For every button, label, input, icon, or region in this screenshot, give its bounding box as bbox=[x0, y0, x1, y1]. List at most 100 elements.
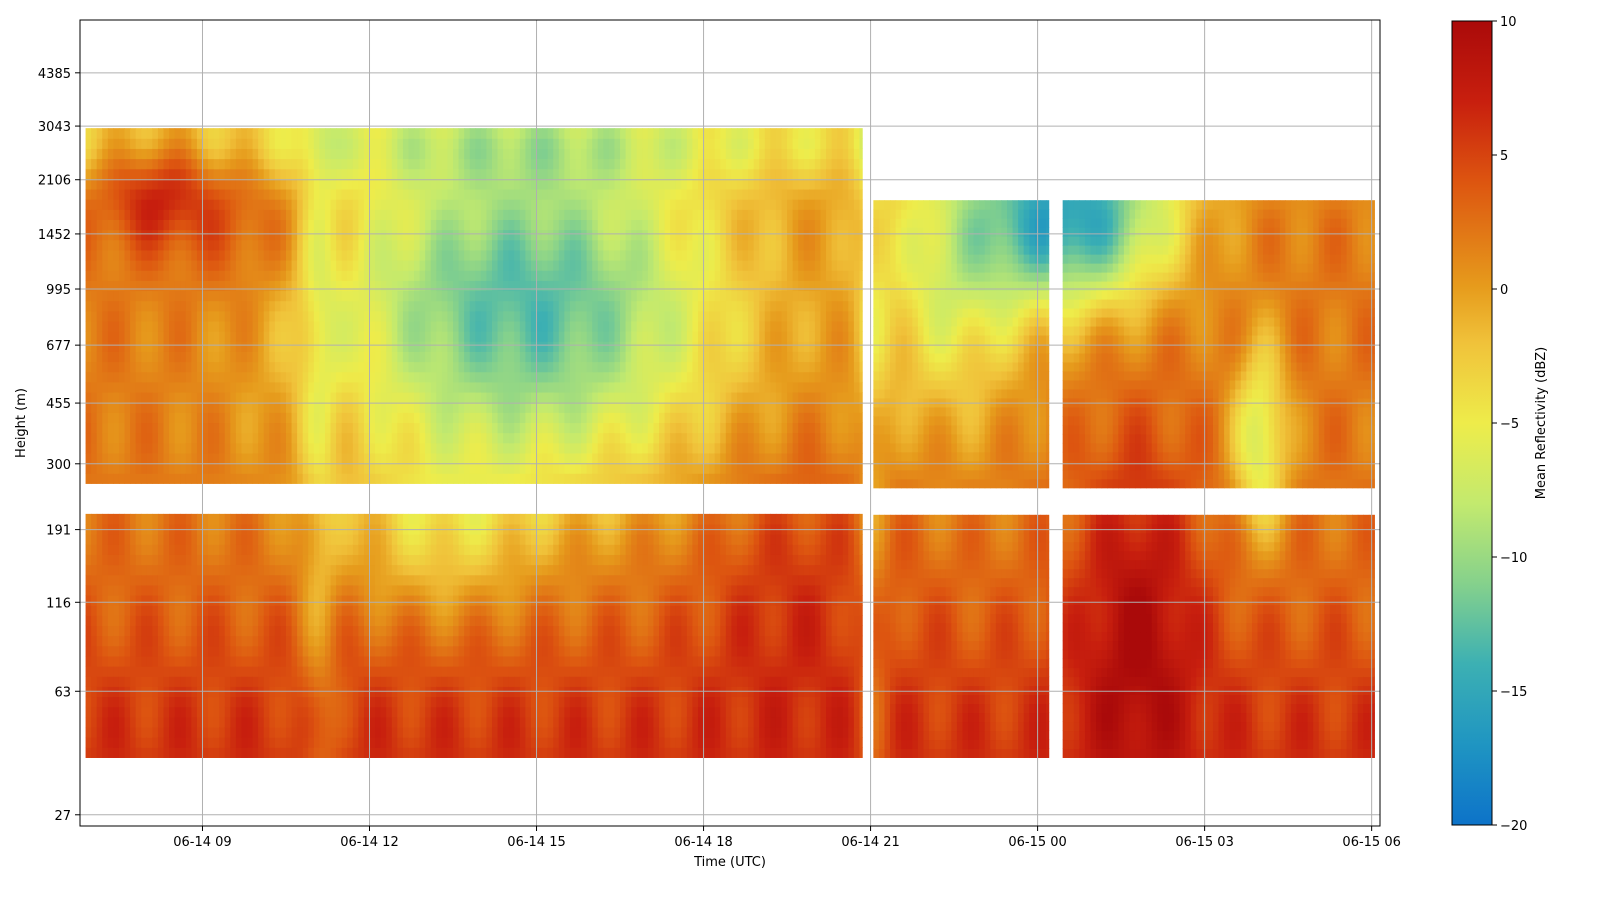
heatmap-cell bbox=[480, 666, 487, 677]
heatmap-cell bbox=[464, 290, 471, 302]
heatmap-cell bbox=[530, 189, 538, 200]
heatmap-cell bbox=[91, 300, 98, 312]
heatmap-cell bbox=[163, 158, 170, 170]
heatmap-cell bbox=[525, 615, 532, 627]
heatmap-cell bbox=[491, 706, 499, 718]
heatmap-cell bbox=[196, 605, 203, 616]
heatmap-cell bbox=[313, 321, 320, 332]
heatmap-cell bbox=[386, 229, 393, 241]
heatmap-cell bbox=[458, 209, 465, 220]
heatmap-cell bbox=[553, 655, 560, 667]
heatmap-cell bbox=[174, 300, 181, 312]
heatmap-cell bbox=[235, 655, 242, 667]
heatmap-cell bbox=[107, 209, 114, 220]
heatmap-cell bbox=[313, 635, 320, 647]
heatmap-cell bbox=[135, 381, 142, 393]
heatmap-cell bbox=[453, 574, 460, 586]
heatmap-cell bbox=[107, 392, 114, 403]
heatmap-cell bbox=[241, 402, 248, 413]
heatmap-cell bbox=[386, 473, 393, 484]
heatmap-cell bbox=[185, 513, 192, 525]
heatmap-cell bbox=[458, 128, 465, 139]
heatmap-cell bbox=[118, 422, 126, 434]
heatmap-cell bbox=[375, 564, 382, 576]
heatmap-cell bbox=[241, 696, 248, 708]
heatmap-cell bbox=[503, 706, 510, 718]
heatmap-cell bbox=[247, 290, 254, 302]
heatmap-cell bbox=[425, 270, 432, 281]
heatmap-cell bbox=[91, 513, 98, 525]
heatmap-cell bbox=[503, 645, 510, 657]
heatmap-cell bbox=[202, 260, 209, 271]
heatmap-cell bbox=[497, 178, 504, 190]
heatmap-cell bbox=[514, 402, 521, 413]
heatmap-cell bbox=[375, 463, 382, 474]
heatmap-cell bbox=[347, 270, 354, 281]
heatmap-cell bbox=[263, 544, 270, 555]
heatmap-cell bbox=[196, 310, 203, 322]
heatmap-cell bbox=[391, 473, 398, 484]
heatmap-cell bbox=[458, 452, 465, 464]
heatmap-cell bbox=[118, 148, 126, 160]
heatmap-cell bbox=[258, 199, 265, 210]
heatmap-cell bbox=[447, 331, 454, 342]
heatmap-cell bbox=[536, 239, 543, 251]
heatmap-cell bbox=[85, 189, 92, 200]
heatmap-cell bbox=[130, 574, 137, 586]
heatmap-cell bbox=[219, 341, 226, 352]
heatmap-cell bbox=[369, 270, 376, 281]
heatmap-cell bbox=[397, 513, 404, 525]
heatmap-cell bbox=[486, 280, 493, 292]
heatmap-cell bbox=[453, 534, 460, 545]
heatmap-cell bbox=[369, 381, 376, 393]
heatmap-cell bbox=[208, 290, 215, 302]
heatmap-cell bbox=[274, 361, 281, 373]
heatmap-cell bbox=[402, 442, 409, 454]
heatmap-cell bbox=[96, 513, 103, 525]
heatmap-cell bbox=[324, 574, 332, 586]
heatmap-cell bbox=[402, 331, 409, 342]
heatmap-cell bbox=[514, 158, 521, 170]
heatmap-cell bbox=[430, 321, 437, 332]
heatmap-cell bbox=[380, 534, 387, 545]
heatmap-cell bbox=[336, 239, 343, 251]
heatmap-cell bbox=[202, 706, 209, 718]
heatmap-cell bbox=[530, 645, 538, 657]
heatmap-cell bbox=[130, 615, 137, 627]
heatmap-cell bbox=[419, 402, 426, 413]
heatmap-cell bbox=[486, 412, 493, 424]
heatmap-cell bbox=[352, 422, 359, 434]
heatmap-cell bbox=[503, 605, 510, 616]
heatmap-cell bbox=[464, 199, 471, 210]
heatmap-cell bbox=[542, 574, 549, 586]
heatmap-cell bbox=[475, 716, 482, 728]
heatmap-cell bbox=[542, 635, 549, 647]
heatmap-cell bbox=[146, 148, 153, 160]
heatmap-cell bbox=[436, 676, 443, 687]
heatmap-cell bbox=[258, 422, 265, 434]
heatmap-cell bbox=[391, 676, 398, 687]
heatmap-cell bbox=[441, 554, 448, 566]
heatmap-cell bbox=[497, 625, 504, 637]
heatmap-cell bbox=[102, 412, 109, 424]
heatmap-cell bbox=[330, 371, 337, 383]
heatmap-cell bbox=[124, 371, 131, 383]
heatmap-cell bbox=[480, 321, 487, 332]
heatmap-cell bbox=[514, 625, 521, 637]
heatmap-cell bbox=[174, 676, 181, 687]
heatmap-cell bbox=[402, 574, 409, 586]
heatmap-cell bbox=[408, 584, 415, 596]
heatmap-cell bbox=[542, 178, 549, 190]
heatmap-cell bbox=[118, 168, 126, 180]
heatmap-cell bbox=[263, 270, 270, 281]
heatmap-cell bbox=[402, 645, 409, 657]
heatmap-cell bbox=[497, 331, 504, 342]
heatmap-cell bbox=[224, 249, 231, 261]
heatmap-cell bbox=[297, 239, 304, 251]
heatmap-cell bbox=[308, 676, 315, 687]
heatmap-cell bbox=[241, 219, 248, 231]
heatmap-cell bbox=[96, 463, 103, 474]
heatmap-cell bbox=[241, 564, 248, 576]
heatmap-cell bbox=[118, 605, 126, 616]
heatmap-cell bbox=[146, 361, 153, 373]
